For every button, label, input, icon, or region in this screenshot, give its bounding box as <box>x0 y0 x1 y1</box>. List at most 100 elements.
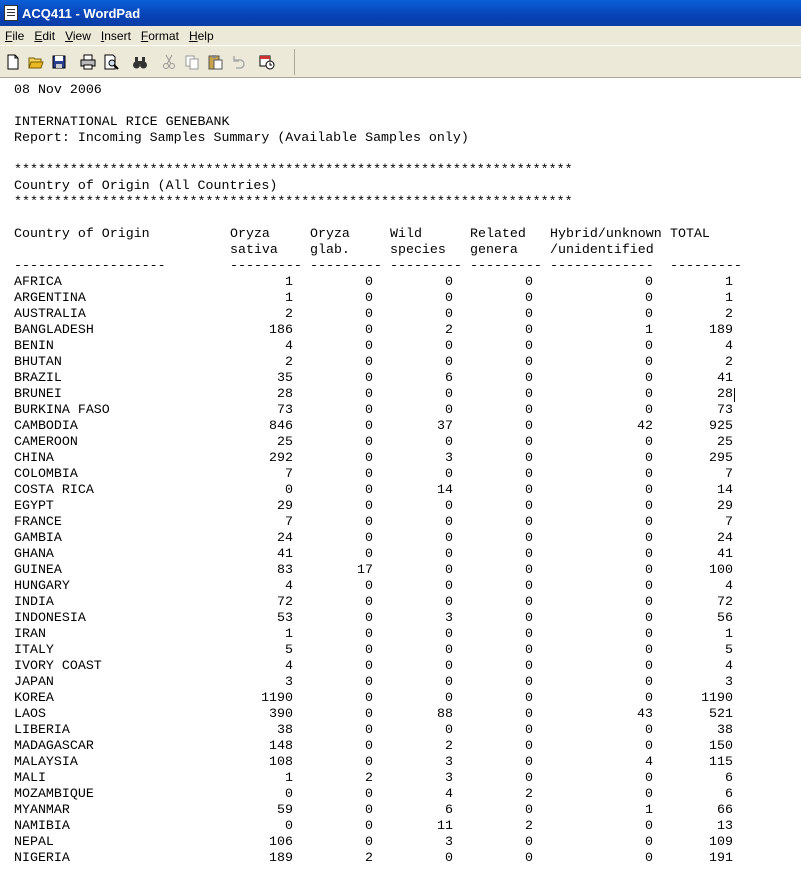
cell-related-genera: 0 <box>525 530 533 545</box>
cell-total: 100 <box>709 562 733 577</box>
column-header-oryza-sativa: Oryza <box>230 226 270 241</box>
print-icon[interactable] <box>77 51 99 73</box>
cell-oryza-glab: 0 <box>365 834 373 849</box>
cell-oryza-glab: 0 <box>365 370 373 385</box>
cell-wild-species: 3 <box>445 610 453 625</box>
cell-hybrid-unknown: 0 <box>645 690 653 705</box>
report-title: Report: Incoming Samples Summary (Availa… <box>14 130 469 145</box>
cell-oryza-sativa: 189 <box>269 850 293 865</box>
cell-country: ITALY <box>14 642 54 657</box>
cell-wild-species: 0 <box>445 658 453 673</box>
cell-hybrid-unknown: 0 <box>645 626 653 641</box>
cell-country: CAMBODIA <box>14 418 78 433</box>
menu-file[interactable]: File <box>5 28 25 43</box>
menu-edit[interactable]: Edit <box>34 28 56 43</box>
column-header-hybrid-unknown: Hybrid/unknown <box>550 226 662 241</box>
cell-related-genera: 0 <box>525 658 533 673</box>
cell-oryza-sativa: 1190 <box>261 690 293 705</box>
cell-country: MOZAMBIQUE <box>14 786 94 801</box>
cell-related-genera: 0 <box>525 738 533 753</box>
cell-oryza-sativa: 3 <box>285 674 293 689</box>
cell-oryza-sativa: 106 <box>269 834 293 849</box>
menu-help[interactable]: Help <box>188 28 214 43</box>
cell-related-genera: 0 <box>525 626 533 641</box>
cell-oryza-sativa: 4 <box>285 658 293 673</box>
cell-oryza-glab: 0 <box>365 274 373 289</box>
cell-total: 38 <box>717 722 733 737</box>
new-document-icon[interactable] <box>2 51 24 73</box>
cell-wild-species: 0 <box>445 290 453 305</box>
cell-country: NIGERIA <box>14 850 70 865</box>
document-area[interactable]: 08 Nov 2006 INTERNATIONAL RICE GENEBANK … <box>0 78 801 869</box>
cell-oryza-glab: 0 <box>365 306 373 321</box>
cell-hybrid-unknown: 0 <box>645 306 653 321</box>
cell-related-genera: 0 <box>525 482 533 497</box>
date-time-icon[interactable] <box>256 51 278 73</box>
menu-format[interactable]: Format <box>140 28 179 43</box>
cell-country: IRAN <box>14 626 46 641</box>
cell-total: 6 <box>725 770 733 785</box>
menu-view[interactable]: View <box>65 28 91 43</box>
cell-wild-species: 0 <box>445 642 453 657</box>
copy-icon[interactable] <box>181 51 203 73</box>
print-preview-icon[interactable] <box>100 51 122 73</box>
cell-wild-species: 0 <box>445 530 453 545</box>
wordpad-document-icon[interactable] <box>4 5 18 21</box>
title-bar[interactable]: ACQ411 - WordPad <box>0 0 801 26</box>
cell-hybrid-unknown: 0 <box>645 578 653 593</box>
cell-oryza-sativa: 24 <box>277 530 293 545</box>
cell-hybrid-unknown: 0 <box>645 770 653 785</box>
open-folder-icon[interactable] <box>25 51 47 73</box>
cell-country: IVORY COAST <box>14 658 102 673</box>
cell-total: 1 <box>725 274 733 289</box>
cell-country: COSTA RICA <box>14 482 94 497</box>
cell-total: 109 <box>709 834 733 849</box>
cell-oryza-glab: 0 <box>365 674 373 689</box>
cell-wild-species: 3 <box>445 754 453 769</box>
cell-hybrid-unknown: 0 <box>645 290 653 305</box>
paste-clipboard-icon[interactable] <box>204 51 226 73</box>
cell-related-genera: 0 <box>525 546 533 561</box>
cell-wild-species: 11 <box>437 818 453 833</box>
cell-country: MALI <box>14 770 46 785</box>
cell-oryza-sativa: 72 <box>277 594 293 609</box>
cell-wild-species: 4 <box>445 786 453 801</box>
cell-oryza-sativa: 41 <box>277 546 293 561</box>
menu-insert[interactable]: Insert <box>100 28 131 43</box>
cell-wild-species: 0 <box>445 514 453 529</box>
column-header-oryza-glab-line2: glab. <box>310 242 350 257</box>
cell-hybrid-unknown: 0 <box>645 370 653 385</box>
save-disk-icon[interactable] <box>48 51 70 73</box>
cell-country: INDIA <box>14 594 54 609</box>
cell-hybrid-unknown: 0 <box>645 722 653 737</box>
column-underline-country: ------------------- <box>14 258 166 273</box>
standard-toolbar-group <box>2 49 295 75</box>
column-underline-wild-species: --------- <box>390 258 462 273</box>
cell-wild-species: 0 <box>445 338 453 353</box>
cell-oryza-sativa: 292 <box>269 450 293 465</box>
column-header-country: Country of Origin <box>14 226 150 241</box>
cell-wild-species: 14 <box>437 482 453 497</box>
cell-wild-species: 0 <box>445 306 453 321</box>
cell-oryza-glab: 0 <box>365 690 373 705</box>
cell-total: 25 <box>717 434 733 449</box>
cell-total: 73 <box>717 402 733 417</box>
cell-country: BRUNEI <box>14 386 62 401</box>
menu-bar: File Edit View Insert Format Help <box>0 26 801 45</box>
find-binoculars-icon[interactable] <box>129 51 151 73</box>
cell-related-genera: 0 <box>525 594 533 609</box>
cell-oryza-glab: 0 <box>365 322 373 337</box>
cell-total: 28 <box>717 386 733 401</box>
cell-total: 4 <box>725 658 733 673</box>
cell-country: AFRICA <box>14 274 62 289</box>
undo-icon[interactable] <box>227 51 249 73</box>
cell-total: 56 <box>717 610 733 625</box>
cell-hybrid-unknown: 0 <box>645 402 653 417</box>
cell-total: 2 <box>725 306 733 321</box>
cell-wild-species: 0 <box>445 674 453 689</box>
cell-country: GAMBIA <box>14 530 62 545</box>
cell-related-genera: 0 <box>525 802 533 817</box>
cell-hybrid-unknown: 0 <box>645 594 653 609</box>
cut-scissors-icon[interactable] <box>158 51 180 73</box>
cell-oryza-sativa: 38 <box>277 722 293 737</box>
